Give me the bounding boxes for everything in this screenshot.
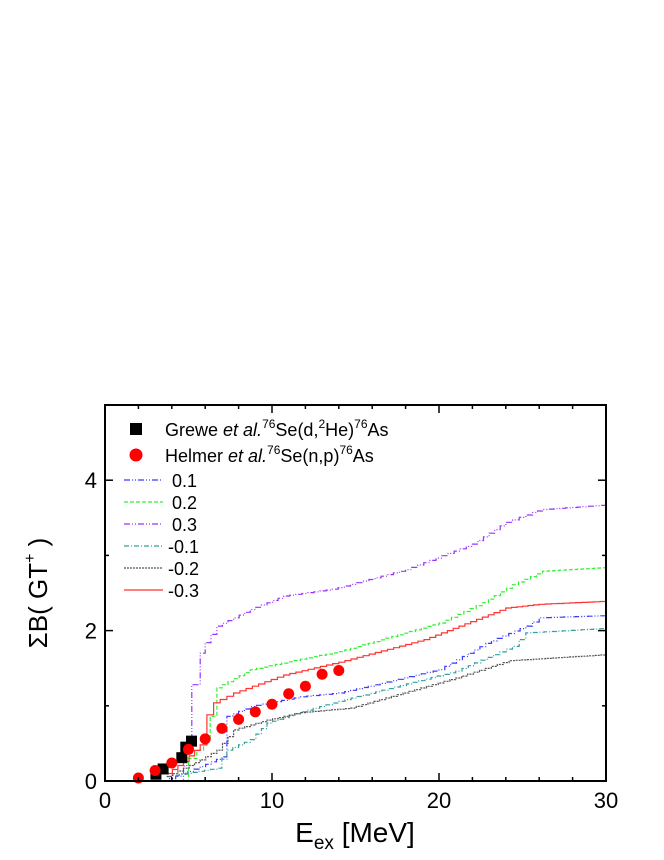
- helmer-data-point: [183, 743, 194, 755]
- x-tick-label: 0: [99, 788, 111, 813]
- legend-label: -0.3: [168, 581, 199, 601]
- y-axis-label: ΣB( GT+ ): [22, 538, 53, 649]
- series-line--0.2: [166, 654, 607, 778]
- data-points: [132, 664, 345, 784]
- helmer-data-point: [266, 698, 278, 710]
- legend: Grewe et al.76Se(d,2He)76As Helmer et al.…: [124, 417, 389, 601]
- x-tick-label: 10: [260, 788, 284, 813]
- series-line-0.3: [176, 504, 607, 782]
- series-line-0.1: [163, 615, 607, 782]
- legend-label: -0.1: [168, 537, 199, 557]
- grewe-data-point: [186, 735, 198, 747]
- series-line--0.3: [166, 600, 607, 775]
- y-tick-label: 0: [85, 769, 97, 794]
- helmer-data-point: [283, 688, 295, 700]
- helmer-data-point: [333, 664, 345, 676]
- x-axis-label: Eex [MeV]: [295, 817, 415, 854]
- plot-frame: [104, 404, 607, 782]
- helmer-data-point: [149, 764, 161, 776]
- helmer-data-point: [216, 722, 228, 734]
- y-tick-label: 2: [85, 619, 97, 644]
- legend-label: 0.2: [172, 493, 197, 513]
- legend-circle-marker-icon: [129, 448, 143, 462]
- helmer-data-point: [233, 713, 245, 725]
- axis-ticks: 0 10 20 30 0 2 4: [85, 404, 618, 813]
- x-tick-label: 30: [594, 788, 618, 813]
- x-tick-label: 20: [427, 788, 451, 813]
- helmer-data-point: [316, 668, 328, 680]
- series-line--0.1: [166, 628, 607, 778]
- helmer-data-point: [249, 706, 261, 718]
- legend-square-marker-icon: [130, 423, 142, 435]
- helmer-data-point: [299, 680, 311, 692]
- grewe-data-point: [176, 752, 188, 764]
- helmer-data-point: [199, 733, 211, 745]
- series-line-0.2: [180, 567, 607, 782]
- grewe-data-point: [157, 763, 169, 775]
- legend-label: -0.2: [168, 559, 199, 579]
- y-tick-label: 4: [85, 468, 97, 493]
- legend-label: 0.1: [172, 471, 197, 491]
- legend-label: Grewe et al.76Se(d,2He)76As: [165, 417, 389, 440]
- legend-label: Helmer et al.76Se(n,p)76As: [165, 443, 374, 466]
- helmer-data-point: [166, 757, 178, 769]
- curves: [163, 504, 607, 782]
- legend-label: 0.3: [172, 515, 197, 535]
